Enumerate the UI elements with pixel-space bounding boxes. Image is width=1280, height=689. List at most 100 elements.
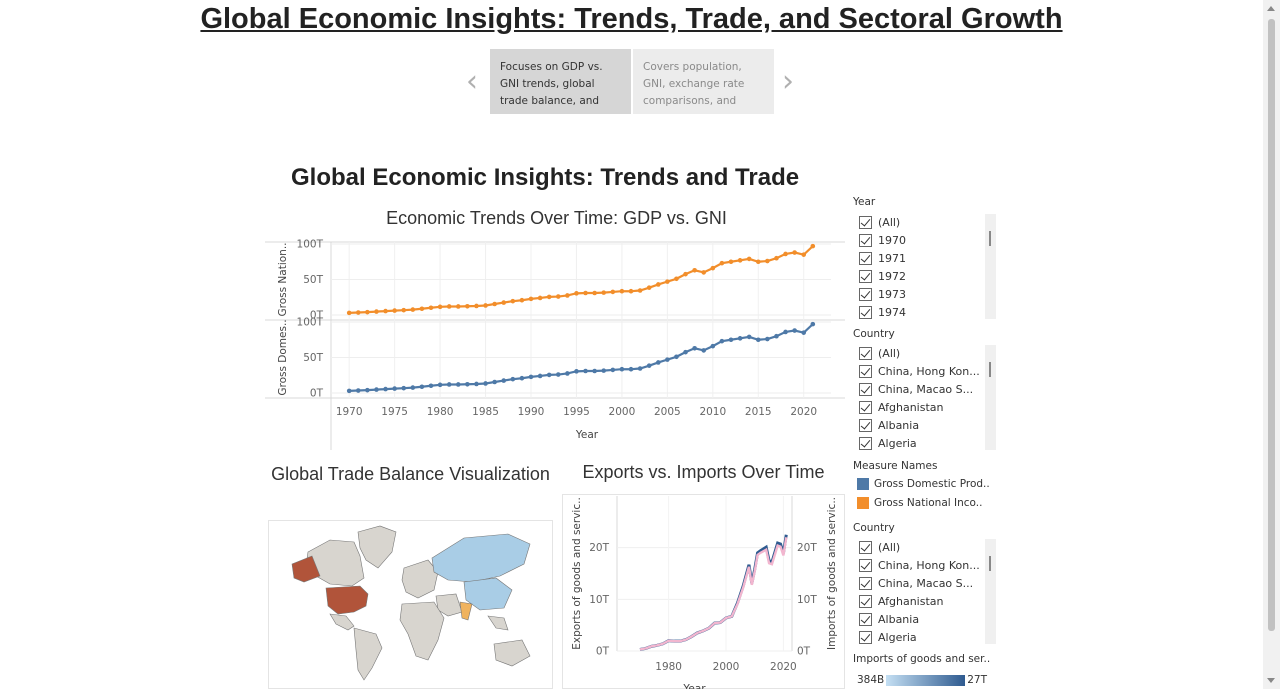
data-point[interactable] — [574, 291, 579, 296]
data-point[interactable] — [701, 348, 707, 353]
chevron-left-icon[interactable]: ‹ — [466, 64, 478, 99]
scrollbar-thumb[interactable] — [1268, 19, 1275, 631]
checkbox-checked-icon[interactable] — [859, 595, 872, 609]
data-point[interactable] — [383, 308, 388, 314]
data-point[interactable] — [546, 294, 552, 300]
data-point[interactable] — [701, 270, 707, 275]
data-point[interactable] — [401, 307, 407, 313]
checkbox-checked-icon[interactable] — [859, 347, 872, 361]
data-point[interactable] — [783, 251, 788, 257]
legend-item-gni[interactable]: Gross National Inco.. — [857, 497, 982, 509]
data-point[interactable] — [792, 328, 797, 333]
data-point[interactable] — [737, 336, 743, 341]
country1-filter-item[interactable]: Algeria — [853, 434, 996, 450]
checkbox-checked-icon[interactable] — [859, 419, 872, 432]
country2-filter-item[interactable]: China, Hong Kon... — [853, 557, 996, 575]
country1-filter-item[interactable]: Albania — [853, 417, 996, 435]
country1-filter-item[interactable]: Afghanistan — [853, 399, 996, 417]
data-point[interactable] — [765, 336, 770, 342]
data-point[interactable] — [646, 285, 652, 290]
country-filter-2-scrollbar[interactable] — [985, 539, 996, 644]
data-point[interactable] — [419, 384, 425, 390]
data-point[interactable] — [455, 304, 461, 309]
checkbox-checked-icon[interactable] — [859, 630, 872, 644]
data-point[interactable] — [719, 260, 725, 266]
series-line[interactable] — [349, 245, 814, 314]
data-point[interactable] — [746, 334, 752, 340]
data-point[interactable] — [446, 382, 452, 387]
data-point[interactable] — [655, 360, 661, 365]
checkbox-checked-icon[interactable] — [859, 305, 872, 319]
data-point[interactable] — [692, 345, 697, 351]
data-point[interactable] — [401, 385, 407, 391]
series-line[interactable] — [349, 323, 814, 392]
country-filter-scrollbar[interactable] — [985, 345, 996, 450]
year-filter-item[interactable]: 1974 — [853, 303, 996, 319]
data-point[interactable] — [437, 382, 443, 388]
data-point[interactable] — [755, 337, 761, 343]
legend-item-gdp[interactable]: Gross Domestic Prod.. — [857, 478, 990, 490]
data-point[interactable] — [419, 306, 425, 312]
data-point[interactable] — [374, 309, 379, 314]
country-filter[interactable]: (All) China, Hong Kon... China, Macao S...… — [853, 345, 996, 450]
data-point[interactable] — [355, 388, 361, 393]
story-point-2[interactable]: Covers population, GNI, exchange rate co… — [633, 49, 774, 114]
data-point[interactable] — [592, 368, 597, 374]
data-point[interactable] — [574, 369, 579, 374]
data-point[interactable] — [683, 349, 688, 355]
checkbox-checked-icon[interactable] — [859, 270, 872, 284]
data-point[interactable] — [392, 386, 397, 391]
data-point[interactable] — [601, 368, 607, 373]
data-point[interactable] — [810, 243, 816, 249]
data-point[interactable] — [346, 310, 352, 316]
checkbox-checked-icon[interactable] — [859, 365, 872, 379]
country-filter-2[interactable]: (All) China, Hong Kon... China, Macao S...… — [853, 539, 996, 644]
story-point-1[interactable]: Focuses on GDP vs. GNI trends, global tr… — [490, 49, 631, 114]
data-point[interactable] — [383, 386, 388, 392]
data-point[interactable] — [592, 290, 597, 296]
data-point[interactable] — [346, 388, 352, 394]
data-point[interactable] — [610, 367, 616, 373]
data-point[interactable] — [528, 296, 534, 302]
data-point[interactable] — [810, 321, 816, 327]
data-point[interactable] — [583, 290, 588, 296]
data-point[interactable] — [555, 372, 561, 377]
data-point[interactable] — [528, 374, 534, 380]
checkbox-checked-icon[interactable] — [859, 216, 872, 230]
data-point[interactable] — [474, 381, 479, 387]
checkbox-checked-icon[interactable] — [859, 383, 872, 397]
data-point[interactable] — [374, 387, 379, 392]
data-point[interactable] — [728, 259, 734, 265]
data-point[interactable] — [410, 307, 416, 312]
data-point[interactable] — [537, 295, 543, 301]
country2-filter-item[interactable]: Afghanistan — [853, 593, 996, 611]
data-point[interactable] — [637, 366, 643, 371]
data-point[interactable] — [546, 372, 552, 378]
country2-filter-item[interactable]: (All) — [853, 539, 996, 557]
data-point[interactable] — [565, 293, 570, 298]
year-filter-item[interactable]: 1973 — [853, 286, 996, 304]
chevron-right-icon[interactable]: › — [782, 64, 794, 99]
data-point[interactable] — [610, 289, 616, 295]
data-point[interactable] — [492, 301, 497, 307]
data-point[interactable] — [646, 363, 652, 368]
data-point[interactable] — [365, 309, 370, 315]
data-point[interactable] — [501, 378, 507, 383]
checkbox-checked-icon[interactable] — [859, 288, 872, 301]
checkbox-checked-icon[interactable] — [859, 234, 872, 248]
scroll-down-icon[interactable] — [1267, 678, 1275, 683]
checkbox-checked-icon[interactable] — [859, 613, 872, 626]
data-point[interactable] — [501, 300, 507, 305]
data-point[interactable] — [555, 294, 561, 299]
data-point[interactable] — [637, 288, 643, 293]
data-point[interactable] — [428, 383, 434, 389]
data-point[interactable] — [628, 366, 634, 372]
data-point[interactable] — [601, 290, 607, 295]
data-point[interactable] — [465, 381, 470, 387]
data-point[interactable] — [665, 279, 670, 284]
trend-chart[interactable]: 100T 50T 0T Gross Nation.. 100T 50T 0T Gross Do… — [265, 232, 845, 450]
year-filter-item[interactable]: (All) — [853, 214, 996, 232]
data-point[interactable] — [746, 256, 752, 262]
data-point[interactable] — [465, 303, 470, 309]
data-point[interactable] — [683, 271, 688, 277]
